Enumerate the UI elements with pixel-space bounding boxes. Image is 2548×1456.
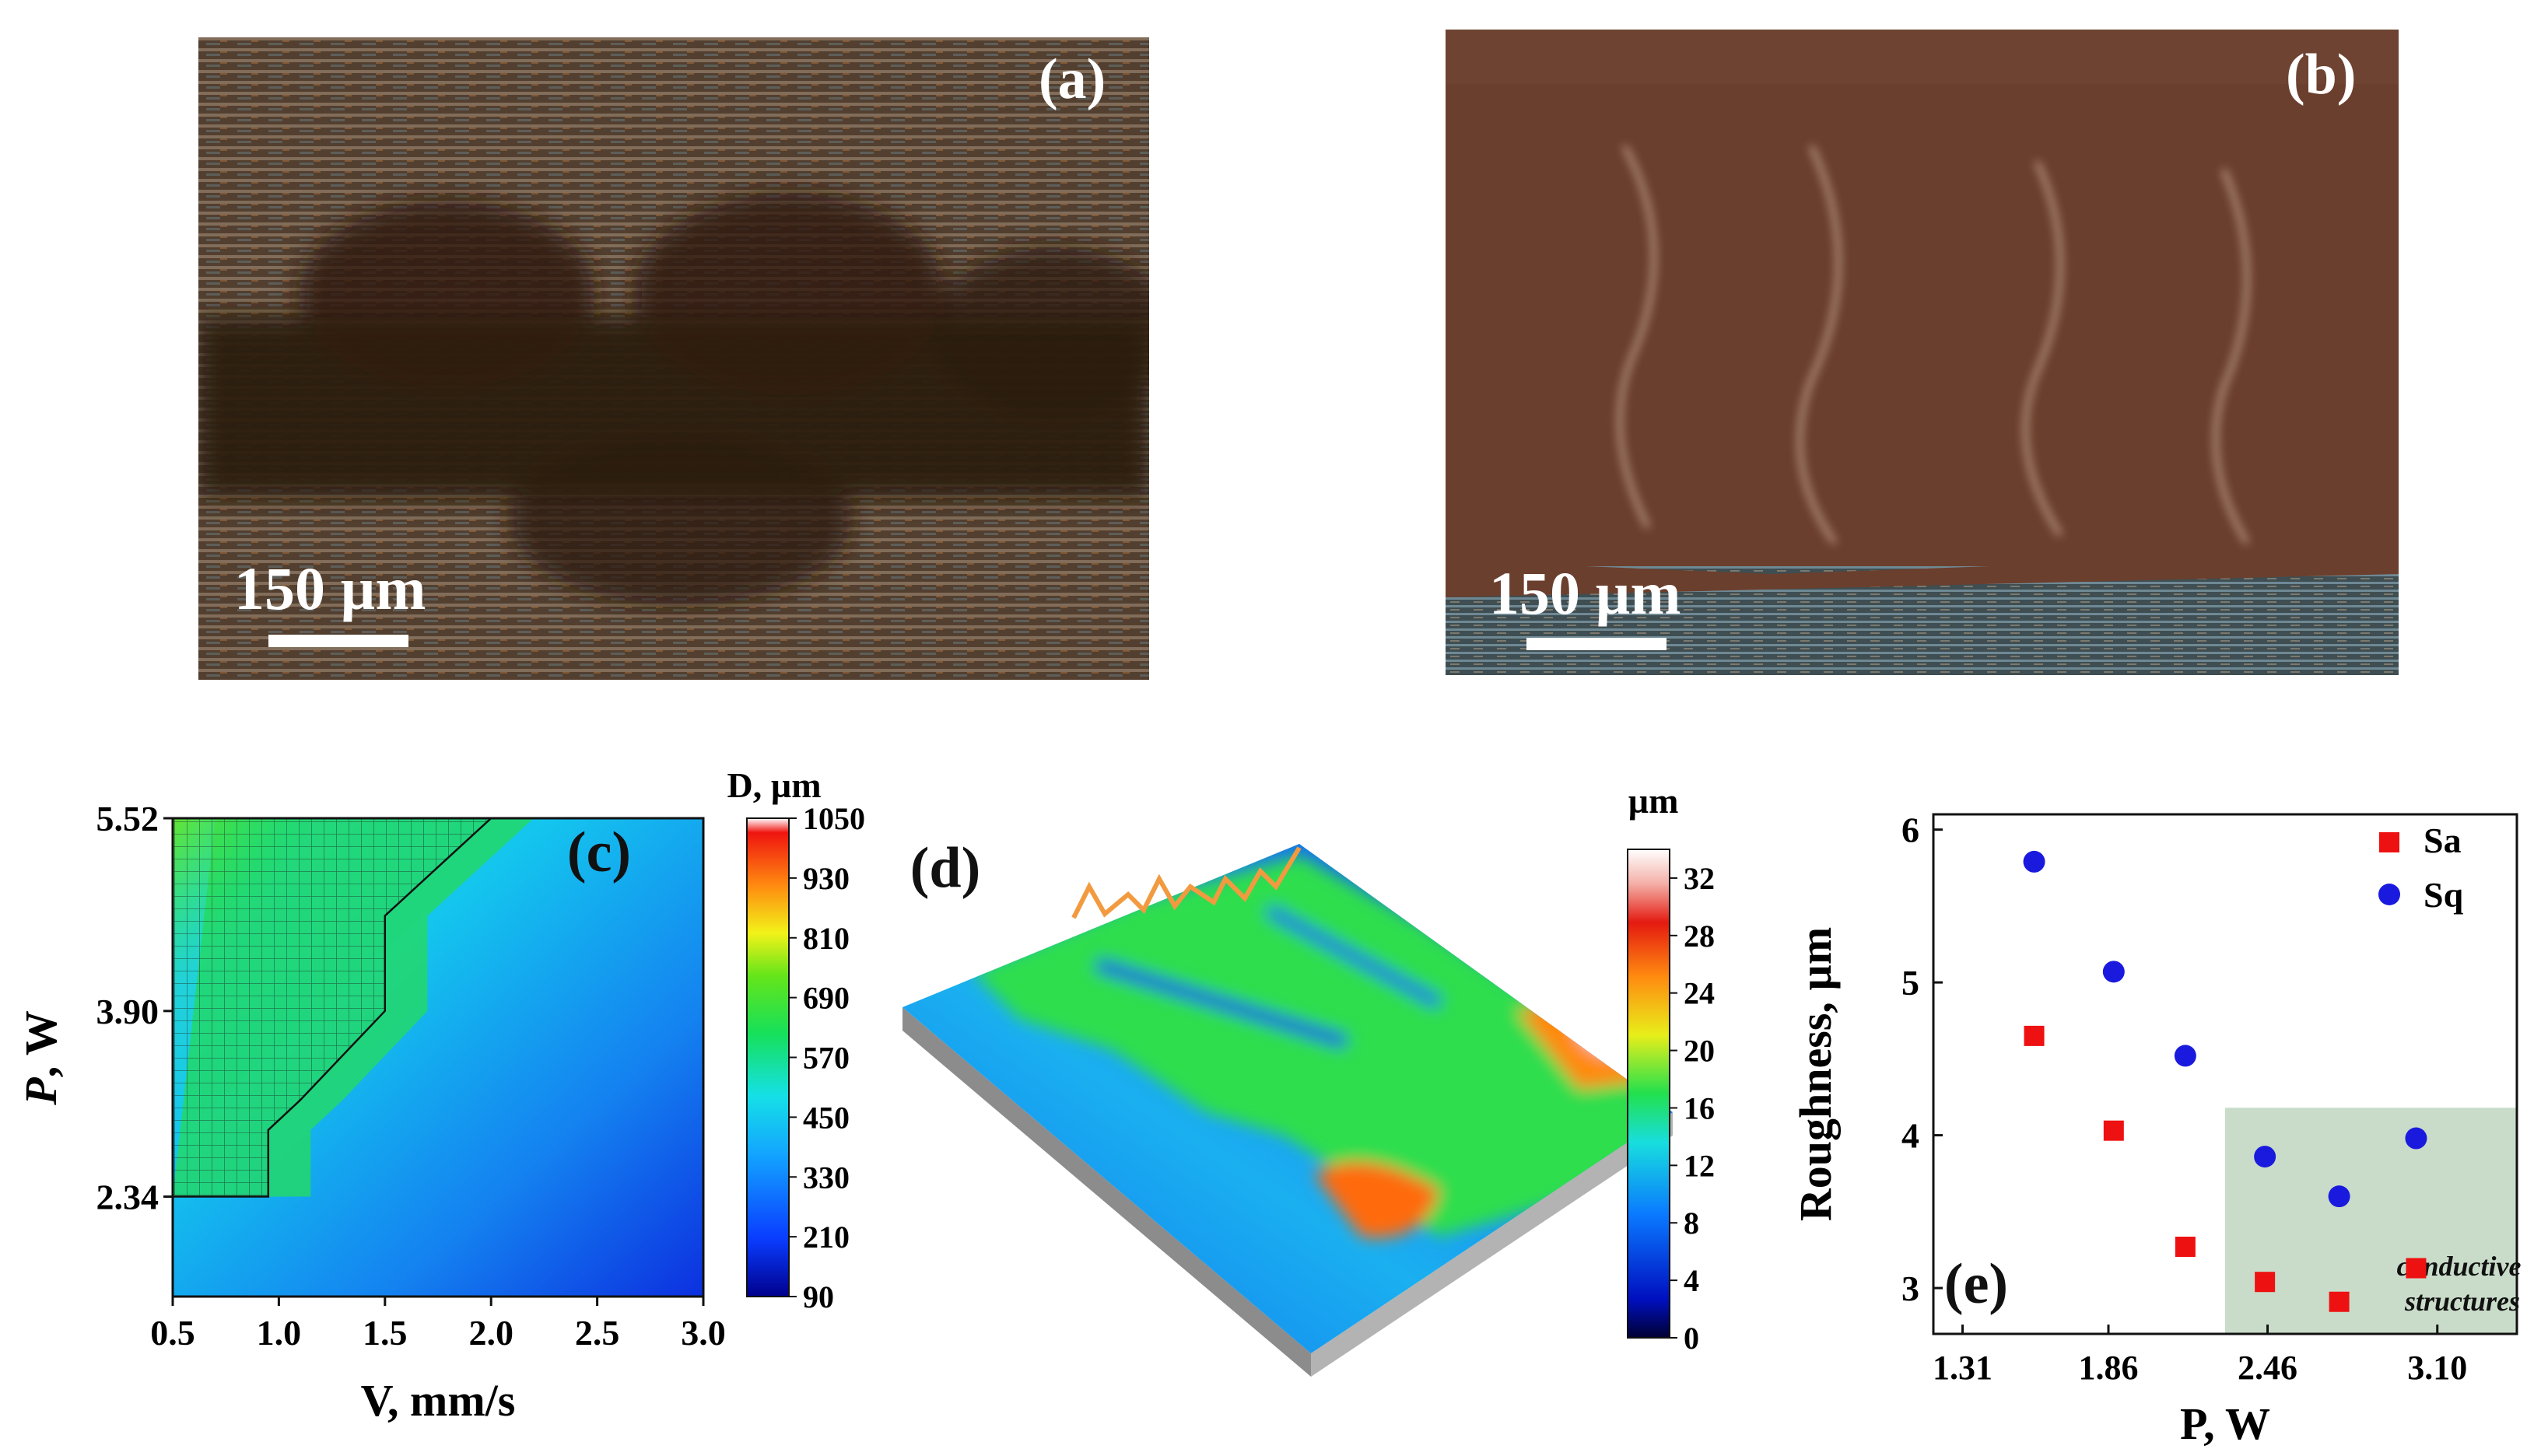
panel-label-e: (e) xyxy=(1944,1252,2008,1316)
micrograph-b: (b) 150 µm xyxy=(1446,30,2399,675)
colorbar-tick-label-c: 90 xyxy=(803,1279,834,1314)
legend-label-sq: Sq xyxy=(2424,875,2464,915)
colorbar-tick-label-d: 20 xyxy=(1684,1034,1715,1069)
x-tick-label-c: 1.5 xyxy=(363,1313,408,1353)
colorbar-tick-label-c: 930 xyxy=(803,861,850,896)
point-sa xyxy=(2175,1237,2196,1258)
legend-marker-sq xyxy=(2378,884,2400,905)
colorbar-tick-label-d: 12 xyxy=(1684,1148,1715,1183)
heatmap-chart-c: 0.5 1.0 1.5 2.0 2.5 3.0 5.523.902.34 V, mm/s … xyxy=(16,765,865,1426)
legend-marker-sa xyxy=(2379,832,2399,852)
y-tick-label-e: 6 xyxy=(1901,810,1919,850)
x-tick-label-c: 1.0 xyxy=(257,1313,302,1353)
point-sq xyxy=(2174,1045,2196,1067)
colorbar-tick-label-d: 32 xyxy=(1684,861,1715,896)
scale-bar-b xyxy=(1526,638,1667,650)
colorbar-tick-label-d: 24 xyxy=(1684,976,1715,1011)
x-tick-label-c: 0.5 xyxy=(150,1313,195,1353)
colorbar-tick-label-c: 690 xyxy=(803,981,850,1016)
point-sa xyxy=(2406,1258,2427,1279)
panel-label-a: (a) xyxy=(1039,47,1106,111)
conductive-annotation: conductive structures xyxy=(2397,1251,2529,1317)
colorbar-tick-label-c: 570 xyxy=(803,1041,850,1076)
colorbar-tick-label-d: 8 xyxy=(1684,1206,1699,1241)
point-sq xyxy=(2254,1146,2276,1168)
scatter-chart-e: conductive structures 1.31 1.86 2.46 3.10 3… xyxy=(1790,810,2529,1449)
colorbar-tick-label-c: 1050 xyxy=(803,801,865,836)
colorbar-tick-label-c: 330 xyxy=(803,1160,850,1195)
point-sq xyxy=(2102,961,2125,983)
colorbar-title-d: µm xyxy=(1628,781,1679,821)
panel-label-c: (c) xyxy=(567,821,631,884)
y-tick-label-c: 2.34 xyxy=(96,1177,159,1216)
y-tick-label-c: 3.90 xyxy=(96,992,159,1031)
panel-label-d: (d) xyxy=(910,836,980,900)
point-sq xyxy=(2023,850,2045,873)
y-axis-label-c: P, W xyxy=(16,1010,66,1105)
colorbar-title-c: D, µm xyxy=(727,765,821,805)
x-tick-label-c: 3.0 xyxy=(681,1313,726,1353)
hatched-region xyxy=(173,818,493,1198)
scale-text-b: 150 µm xyxy=(1489,559,1681,627)
colorbar-d xyxy=(1627,849,1670,1339)
colorbar-tick-label-c: 210 xyxy=(803,1220,850,1255)
y-tick-label-e: 3 xyxy=(1901,1269,1919,1308)
y-tick-label-e: 5 xyxy=(1901,963,1919,1003)
panel-label-b: (b) xyxy=(2286,43,2357,107)
colorbar-c xyxy=(746,817,790,1297)
micrograph-a: (a) 150 µm xyxy=(198,37,1149,680)
surface-chart-d: µm 32 28 24 20 16 12 8 4 0 (d) xyxy=(902,781,1715,1377)
point-sa xyxy=(2103,1120,2124,1141)
scale-bar-a xyxy=(268,635,408,647)
x-tick-label-e: 3.10 xyxy=(2407,1349,2467,1387)
x-axis-label-c: V, mm/s xyxy=(361,1375,516,1426)
point-sa xyxy=(2255,1272,2276,1293)
colorbar-tick-label-d: 28 xyxy=(1684,919,1715,954)
legend-label-sa: Sa xyxy=(2424,821,2462,860)
point-sa xyxy=(2329,1291,2350,1312)
y-axis-label-e: Roughness, µm xyxy=(1790,927,1841,1221)
point-sa xyxy=(2024,1025,2045,1046)
scale-text-a: 150 µm xyxy=(234,555,426,622)
x-tick-label-c: 2.0 xyxy=(468,1313,513,1353)
legend: Sa Sq xyxy=(2378,821,2464,915)
colorbar-tick-label-c: 810 xyxy=(803,921,850,956)
point-sq xyxy=(2405,1127,2427,1150)
colorbar-tick-label-d: 0 xyxy=(1684,1321,1699,1356)
x-tick-label-e: 1.31 xyxy=(1933,1349,1992,1387)
colorbar-tick-label-d: 4 xyxy=(1684,1263,1699,1298)
point-sq xyxy=(2328,1185,2350,1208)
x-axis-label-e: P, W xyxy=(2180,1398,2270,1449)
x-tick-label-e: 2.46 xyxy=(2238,1349,2297,1387)
x-tick-label-c: 2.5 xyxy=(575,1313,620,1353)
y-tick-label-e: 4 xyxy=(1901,1116,1919,1156)
x-tick-label-e: 1.86 xyxy=(2079,1349,2139,1387)
conductive-region xyxy=(2225,1108,2517,1334)
colorbar-tick-label-d: 16 xyxy=(1684,1090,1715,1125)
y-tick-label-c: 5.52 xyxy=(96,799,159,838)
colorbar-tick-label-c: 450 xyxy=(803,1100,850,1135)
